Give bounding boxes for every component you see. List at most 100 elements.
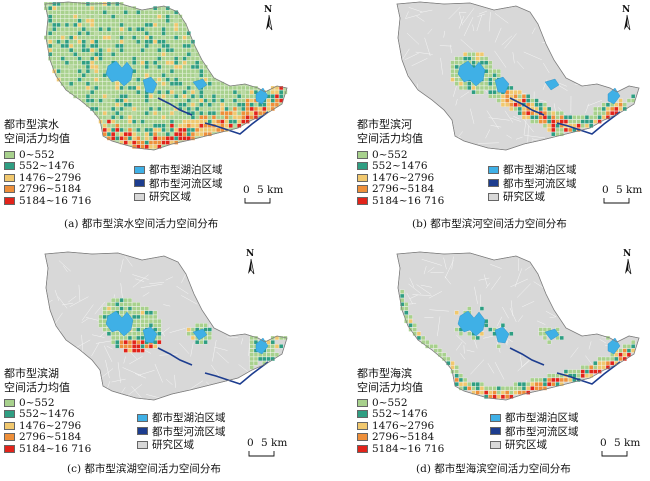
grid-cell — [605, 111, 611, 116]
grid-cell — [182, 115, 187, 120]
map-b — [396, 1, 640, 159]
grid-cell — [207, 102, 212, 107]
grid-cell — [253, 356, 259, 362]
grid-cell — [249, 356, 254, 362]
grid-cell — [111, 106, 116, 112]
grid-cell — [148, 140, 154, 145]
grid-cell — [408, 314, 413, 320]
road-line — [531, 138, 545, 142]
grid-cell — [174, 69, 179, 74]
grid-cell — [140, 52, 145, 57]
road-line — [405, 14, 421, 19]
grid-cell — [500, 394, 506, 399]
grid-cell — [190, 60, 196, 65]
grid-cell — [538, 102, 543, 107]
grid-cell — [60, 43, 65, 49]
grid-cell — [102, 22, 107, 28]
grid-cell — [115, 81, 120, 86]
grid-cell — [136, 60, 141, 65]
road-line — [405, 11, 409, 19]
road-line — [437, 316, 441, 337]
grid-cell — [115, 14, 120, 19]
grid-cell — [153, 319, 158, 324]
grid-cell — [186, 35, 191, 40]
grid-cell — [169, 98, 175, 103]
grid-cell — [232, 98, 238, 103]
grid-cell — [140, 35, 145, 40]
grid-cell — [144, 35, 149, 40]
grid-cell — [153, 127, 158, 133]
grid-cell — [258, 356, 263, 362]
grid-cell — [77, 48, 82, 53]
grid-cell — [98, 39, 103, 44]
grid-cell — [471, 386, 476, 391]
grid-cell — [547, 382, 552, 387]
grid-cell — [178, 48, 183, 53]
grid-cell — [526, 115, 531, 120]
grid-cell — [144, 14, 149, 19]
grid-cell — [199, 323, 204, 328]
grid-cell — [127, 85, 133, 91]
grid-cell — [148, 106, 154, 112]
grid-cell — [140, 310, 145, 315]
grid-cell — [94, 73, 99, 78]
grid-cell — [127, 132, 133, 137]
grid-cell — [132, 81, 137, 86]
grid-cell — [584, 373, 590, 378]
grid-cell — [458, 373, 464, 378]
grid-cell — [169, 56, 175, 61]
grid-cell — [207, 98, 212, 103]
grid-cell — [144, 18, 149, 23]
grid-cell — [190, 115, 196, 120]
grid-cell — [270, 94, 275, 99]
grid-cell — [211, 94, 217, 99]
grid-cell — [492, 73, 497, 78]
grid-cell — [492, 386, 497, 391]
grid-cell — [614, 356, 619, 362]
road-line — [206, 381, 217, 393]
grid-cell — [123, 22, 128, 28]
grid-cell — [157, 106, 162, 112]
grid-cell — [622, 344, 627, 349]
grid-cell — [115, 106, 120, 112]
grid-cell — [98, 85, 103, 91]
grid-cell — [521, 115, 527, 120]
grid-cell — [161, 132, 166, 137]
grid-cell — [216, 94, 221, 99]
grid-cell — [48, 52, 53, 57]
grid-cell — [467, 386, 472, 391]
grid-cell — [127, 298, 133, 303]
grid-cell — [94, 60, 99, 65]
grid-cell — [161, 106, 166, 112]
grid-cell — [182, 123, 187, 128]
legend-item: 研究区域 — [134, 190, 223, 204]
grid-cell — [56, 18, 61, 23]
grid-cell — [64, 22, 70, 28]
road-line — [439, 45, 452, 47]
grid-cell — [161, 119, 166, 124]
grid-cell — [64, 14, 70, 19]
grid-cell — [56, 48, 61, 53]
grid-cell — [182, 94, 187, 99]
grid-cell — [52, 6, 57, 11]
road-line — [91, 342, 100, 357]
road-line — [444, 276, 452, 285]
grid-cell — [153, 56, 158, 61]
grid-cell — [169, 10, 175, 15]
grid-cell — [90, 43, 95, 49]
grid-cell — [199, 119, 204, 124]
road-line — [570, 347, 579, 358]
legend-swatch — [134, 165, 145, 174]
grid-cell — [90, 56, 95, 61]
grid-cell — [94, 85, 99, 91]
grid-cell — [530, 115, 535, 120]
road-line — [510, 117, 521, 122]
grid-cell — [102, 123, 107, 128]
grid-cell — [467, 56, 472, 61]
grid-cell — [102, 319, 107, 324]
grid-cell — [48, 22, 53, 28]
grid-cell — [148, 314, 154, 320]
grid-cell — [153, 344, 158, 349]
grid-cell — [165, 132, 170, 137]
road-line — [54, 289, 60, 301]
